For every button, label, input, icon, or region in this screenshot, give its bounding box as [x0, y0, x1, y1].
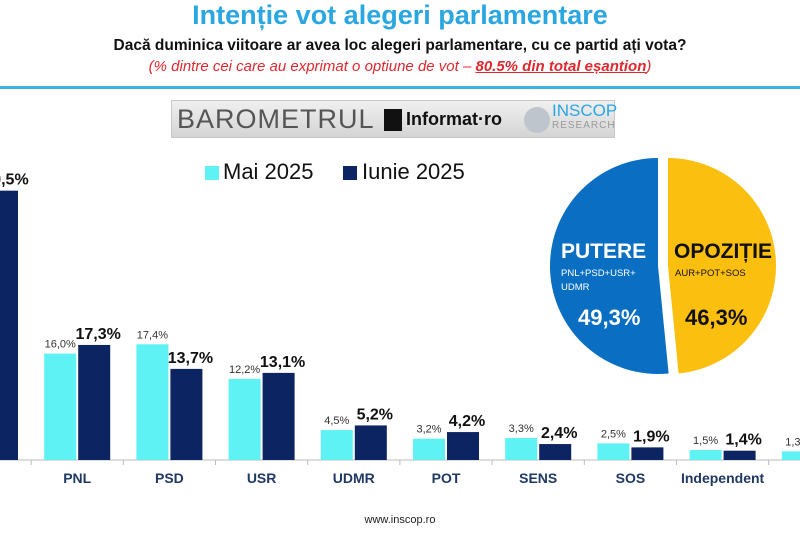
- category-label: Independent: [681, 470, 765, 486]
- pie-slice-opozitie: [668, 158, 776, 374]
- legend-swatch-june: [343, 166, 357, 180]
- bar-june: [447, 432, 479, 460]
- data-label-may: 3,2%: [416, 424, 441, 436]
- category-label: SENS: [519, 470, 557, 486]
- data-label-june: 5,2%: [357, 406, 393, 423]
- bar-may: [505, 438, 538, 460]
- category-label: SOS: [616, 470, 646, 486]
- pie-label-putere: PUTERE: [561, 240, 646, 263]
- category-label: USR: [247, 470, 277, 486]
- inscop-logo: INSCOP: [552, 101, 618, 120]
- pie-value-opozitie: 46,3%: [685, 305, 747, 330]
- bar-may: [44, 353, 77, 460]
- pie-label-opozitie: OPOZIȚIE: [674, 240, 772, 263]
- bar-june: [354, 425, 387, 460]
- data-label-may: 12,2%: [229, 364, 260, 376]
- data-label-may: 3,3%: [509, 423, 534, 435]
- note-suffix: ): [646, 58, 652, 75]
- pie-detail-putere-2: UDMR: [561, 282, 590, 293]
- data-label-may: 4,5%: [324, 415, 349, 427]
- data-label-may: 16,0%: [45, 339, 76, 351]
- pie-detail-putere: PNL+PSD+USR+: [561, 268, 636, 279]
- bar-may: [781, 451, 800, 460]
- data-label-may: 17,4%: [137, 329, 168, 341]
- bar-june: [0, 190, 18, 461]
- note-emphasis: 80.5% din total eșantion: [475, 58, 647, 75]
- legend-label-may: Mai 2025: [223, 159, 314, 184]
- data-label-june: 2,4%: [541, 425, 577, 442]
- bar-may: [597, 443, 630, 460]
- note-prefix: (% dintre cei care au exprimat o optiune…: [148, 58, 476, 75]
- pie-detail-opozitie: AUR+POT+SOS: [675, 268, 746, 279]
- sample-note: (% dintre cei care au exprimat o optiune…: [0, 58, 800, 75]
- data-label-june: 13,1%: [260, 354, 305, 371]
- informat-i-icon: [384, 109, 402, 131]
- data-label-june: 17,3%: [76, 326, 121, 343]
- inscop-circle-icon: [524, 107, 550, 133]
- category-label: PNL: [63, 470, 91, 486]
- inscop-research: RESEARCH: [552, 120, 616, 131]
- data-label-june: 1,9%: [633, 428, 669, 445]
- data-label-may: 1,3%: [785, 436, 800, 448]
- sponsor-logo-banner: BAROMETRUL Informat·ro INSCOP RESEARCH: [171, 100, 618, 138]
- data-label-june: 4,2%: [449, 413, 485, 430]
- data-label-june: 13,7%: [168, 350, 213, 367]
- bar-may: [320, 430, 353, 460]
- category-label: POT: [432, 470, 461, 486]
- informat-logo: Informat·ro: [406, 109, 502, 129]
- page-title: Intenție vot alegeri parlamentare: [192, 0, 608, 30]
- category-label: UDMR: [333, 470, 375, 486]
- bar-june: [78, 344, 111, 460]
- bar-june: [170, 368, 203, 460]
- question: Dacă duminica viitoare ar avea loc alege…: [113, 37, 687, 54]
- legend-swatch-may: [205, 166, 219, 180]
- bar-june: [262, 372, 295, 460]
- footer-url: www.inscop.ro: [364, 514, 436, 526]
- data-label-june: 1,4%: [725, 432, 761, 449]
- pie-slice-putere: [549, 158, 669, 374]
- bar-may: [228, 378, 261, 460]
- barometru-logo: BAROMETRUL: [177, 104, 375, 134]
- category-label: PSD: [155, 470, 184, 486]
- data-label-may: 2,5%: [601, 428, 626, 440]
- divider: [0, 86, 800, 89]
- legend-label-june: Iunie 2025: [362, 159, 465, 184]
- data-label-may: 1,5%: [693, 435, 718, 447]
- bar-june: [539, 444, 572, 460]
- bar-may: [413, 438, 445, 460]
- bar-june: [723, 450, 756, 460]
- bar-june: [631, 447, 664, 460]
- pie-value-putere: 49,3%: [578, 305, 640, 330]
- bar-may: [689, 450, 722, 460]
- data-label-june: 40,5%: [0, 172, 29, 189]
- bar-may: [136, 344, 169, 460]
